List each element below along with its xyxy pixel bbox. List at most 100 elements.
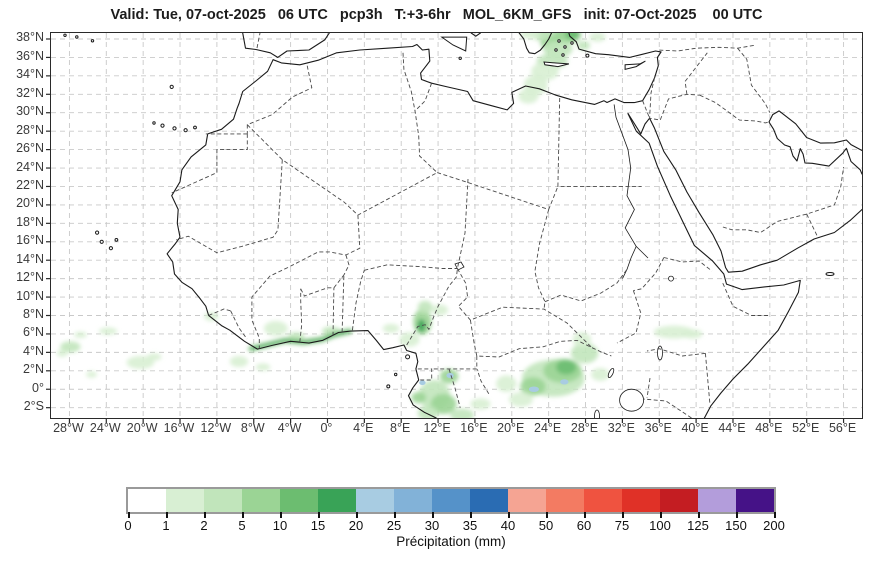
- colorbar-segment: [622, 489, 660, 512]
- colorbar-tick-label: 2: [200, 518, 208, 533]
- lake-tana: [668, 275, 674, 282]
- lat-axis-label: 14°N: [16, 251, 44, 266]
- iberia-coast: [242, 33, 330, 58]
- precip-cell: [556, 359, 577, 375]
- lat-axis-label: 34°N: [16, 67, 44, 82]
- precip-cell: [417, 405, 439, 418]
- lon-axis-label: 52°E: [792, 421, 820, 435]
- lat-axis-label: 0°: [32, 380, 44, 395]
- cyprus-island: [624, 60, 646, 71]
- lake-tanganyika-tip: [594, 409, 600, 418]
- colorbar-tick-label: 150: [725, 518, 747, 533]
- precip-cell: [399, 332, 420, 347]
- colorbar-tick: [736, 512, 738, 518]
- colorbar-segment: [470, 489, 508, 512]
- lon-axis-label: 44°E: [718, 421, 746, 435]
- colorbar-segment: [660, 489, 698, 512]
- lon-axis-label: 8°W: [240, 421, 265, 435]
- colorbar-tick: [432, 512, 434, 518]
- colorbar-tick: [128, 512, 130, 518]
- colorbar-tick-label: 75: [614, 518, 630, 533]
- colorbar-segment: [698, 489, 736, 512]
- colorbar-segment: [242, 489, 280, 512]
- precip-cell: [56, 349, 68, 357]
- lat-axis-label: 32°N: [16, 85, 44, 100]
- aegean-islands: [458, 39, 590, 60]
- lon-axis-label: 20°E: [497, 421, 525, 435]
- page-title: Valid: Tue, 07-oct-2025 06 UTC pcp3h T:+…: [110, 7, 763, 23]
- precip-cell: [430, 393, 457, 415]
- colorbar-segment: [128, 489, 166, 512]
- precipitation-colorbar: [126, 487, 776, 514]
- lat-axis-label: 10°N: [16, 288, 44, 303]
- lat-axis-label: 18°N: [16, 214, 44, 229]
- colorbar-tick: [356, 512, 358, 518]
- lat-axis-label: 12°N: [16, 270, 44, 285]
- lon-axis-label: 16°E: [460, 421, 488, 435]
- lon-axis-label: 56°E: [828, 421, 857, 435]
- lon-axis-label: 28°W: [53, 421, 84, 435]
- lon-axis-label: 28°E: [570, 421, 599, 435]
- sicily-island: [440, 36, 468, 52]
- colorbar-tick: [470, 512, 472, 518]
- precip-cell: [229, 356, 249, 368]
- colorbar-tick-label: 1: [162, 518, 170, 533]
- colorbar-tick-label: 0: [124, 518, 132, 533]
- lon-axis-label: 0°: [320, 421, 333, 435]
- lake-albert: [607, 367, 615, 379]
- africa-atlantic-coast: [166, 59, 437, 418]
- nile-river: [613, 104, 637, 279]
- lon-axis-label: 40°E: [681, 421, 709, 435]
- greece-coast: [518, 33, 553, 55]
- lon-axis-label: 12°E: [423, 421, 451, 435]
- colorbar-tick-label: 35: [462, 518, 478, 533]
- colorbar-tick-label: 100: [649, 518, 671, 533]
- precip-cell: [570, 343, 599, 364]
- lat-axis-label: 28°N: [16, 122, 44, 137]
- colorbar-tick-label: 15: [310, 518, 326, 533]
- colorbar-tick: [508, 512, 510, 518]
- lon-axis-label: 16°W: [163, 421, 195, 435]
- lat-axis-label: 4°N: [23, 343, 44, 358]
- lon-axis-label: 24°E: [534, 421, 562, 435]
- colorbar-tick-label: 5: [238, 518, 246, 533]
- colorbar-segment: [508, 489, 546, 512]
- precip-cell: [520, 377, 546, 396]
- precip-cell: [74, 331, 87, 339]
- country-borders: [171, 33, 845, 418]
- axis-tick-marks: [46, 38, 845, 423]
- colorbar-caption: Précipitation (mm): [396, 534, 506, 549]
- precip-cell: [411, 392, 427, 404]
- lon-axis-label: 8°E: [390, 421, 411, 435]
- precip-cell: [518, 88, 539, 104]
- africa-precipitation-map: [46, 33, 862, 423]
- lat-axis-label: 26°N: [16, 141, 44, 156]
- colorbar-segment: [546, 489, 584, 512]
- lon-axis-label: 48°E: [755, 421, 783, 435]
- precip-cell: [203, 311, 219, 322]
- colorbar-segment: [356, 489, 394, 512]
- colorbar-tick: [698, 512, 700, 518]
- precipitation-maxima: [419, 372, 569, 393]
- precip-cell: [560, 379, 569, 385]
- precip-cell: [126, 356, 155, 369]
- blue-nile-river: [635, 246, 649, 259]
- lon-axis-label: 24°W: [89, 421, 121, 435]
- precip-cell: [431, 304, 449, 316]
- lon-axis-label: 4°E: [353, 421, 374, 435]
- colorbar-segment: [584, 489, 622, 512]
- lat-axis-label: 22°N: [16, 177, 44, 192]
- lat-axis-label: 8°N: [23, 307, 44, 321]
- colorbar-segment: [166, 489, 204, 512]
- lon-axis-label: 20°W: [126, 421, 158, 435]
- lat-axis-label: 6°N: [23, 325, 44, 340]
- colorbar-segment: [394, 489, 432, 512]
- precip-cell: [98, 327, 118, 335]
- lon-axis-label: 12°W: [200, 421, 232, 435]
- precip-cell: [589, 33, 606, 42]
- colorbar-tick: [584, 512, 586, 518]
- colorbar-tick-label: 40: [500, 518, 516, 533]
- precip-cell: [382, 323, 400, 334]
- colorbar-tick-label: 50: [538, 518, 554, 533]
